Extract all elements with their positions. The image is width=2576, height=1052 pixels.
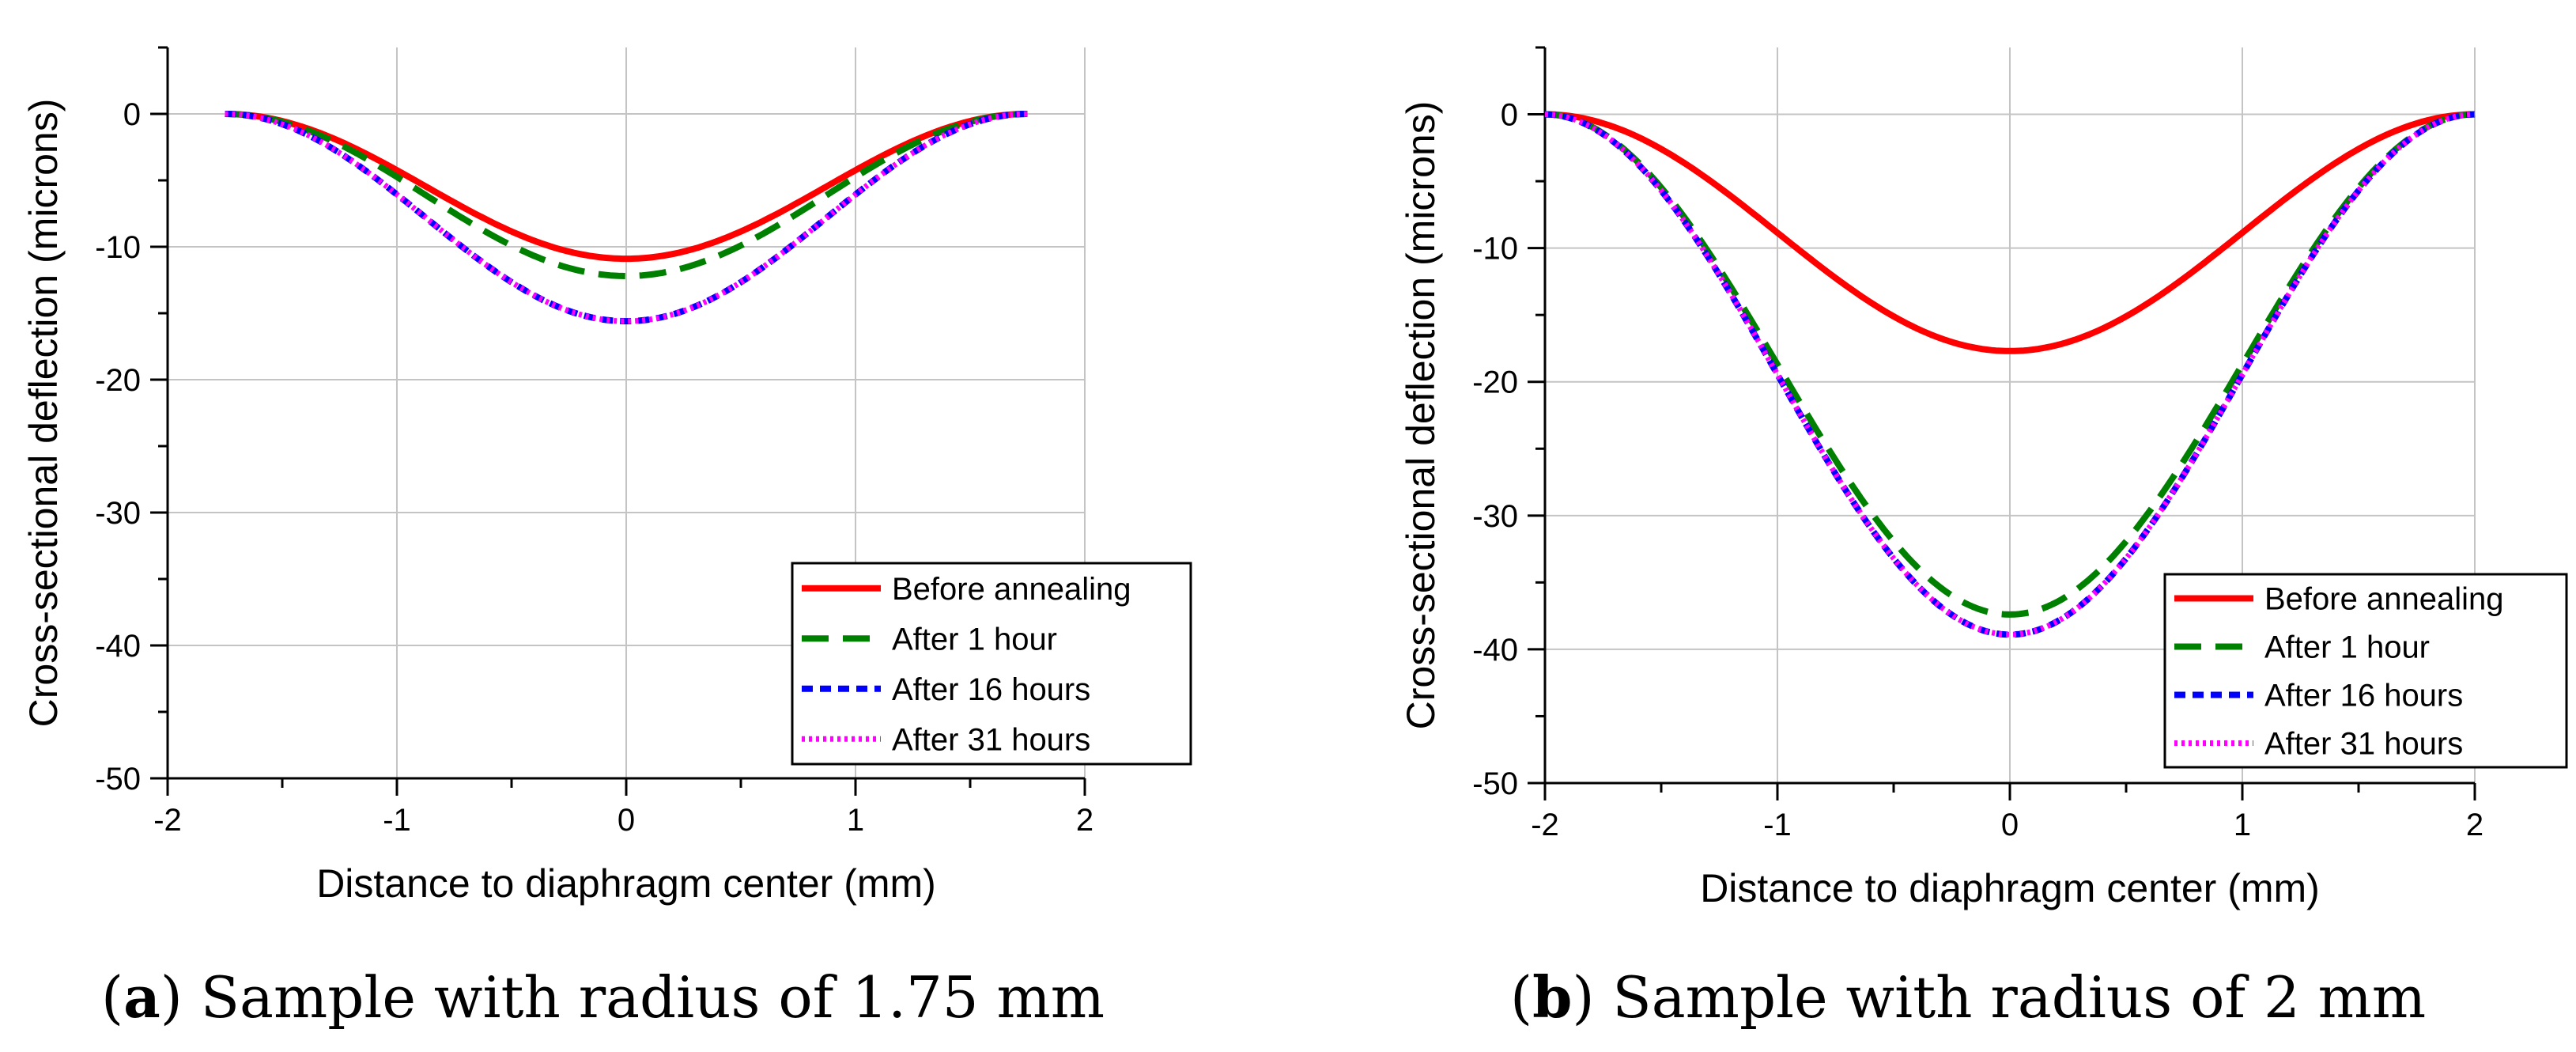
- caption-b-letter: b: [1532, 963, 1573, 1031]
- chart-b-legend-label-3: After 31 hours: [2264, 727, 2463, 762]
- chart-a-y-tick-label-1: -10: [95, 230, 141, 265]
- chart-a-x-tick-label-1: -1: [383, 803, 411, 838]
- chart-a-y-tick-label-2: -20: [95, 363, 141, 398]
- caption-b-text: Sample with radius of 2 mm: [1594, 964, 2427, 1031]
- chart-a-series-1-line: [225, 111, 1028, 279]
- chart-b-legend-label-0: Before annealing: [2264, 582, 2503, 617]
- chart-b-legend-label-2: After 16 hours: [2264, 679, 2463, 713]
- caption-a-letter: a: [123, 963, 161, 1031]
- chart-a-x-axis-label: Distance to diaphragm center (mm): [316, 861, 936, 906]
- chart-a-y-axis-label: Cross-sectional deflection (microns): [21, 99, 66, 728]
- chart-b-y-tick-label-4: -40: [1472, 633, 1518, 668]
- chart-b-legend-label-1: After 1 hour: [2264, 630, 2430, 665]
- chart-b-x-axis-label: Distance to diaphragm center (mm): [1700, 866, 2320, 910]
- chart-b-y-tick-label-0: 0: [1501, 98, 1518, 133]
- chart-a-x-tick-label-0: -2: [153, 803, 182, 838]
- chart-b-x-tick-label-1: -1: [1763, 808, 1792, 842]
- chart-a-series-3-line: [225, 111, 1028, 324]
- chart-a-legend-label-1: After 1 hour: [892, 622, 1057, 657]
- chart-b-y-tick-label-5: -50: [1472, 766, 1518, 801]
- caption-a-open: (: [101, 964, 124, 1031]
- chart-a-x-tick-label-3: 1: [847, 803, 864, 838]
- chart-b-x-tick-label-2: 0: [2001, 808, 2019, 842]
- caption-b-open: (: [1510, 964, 1533, 1031]
- chart-b-x-tick-label-0: -2: [1531, 808, 1559, 842]
- chart-b-y-axis-label: Cross-sectional deflection (microns): [1399, 101, 1443, 730]
- chart-a-y-tick-label-5: -50: [95, 762, 141, 797]
- chart-a-legend: [791, 562, 1192, 766]
- chart-a-x-tick-label-2: 0: [618, 803, 635, 838]
- chart-a-legend-label-3: After 31 hours: [892, 722, 1090, 757]
- chart-a-y-tick-label-4: -40: [95, 629, 141, 664]
- chart-b-y-tick-label-3: -30: [1472, 499, 1518, 534]
- chart-a-x-tick-label-4: 2: [1076, 803, 1093, 838]
- chart-b-y-tick-label-1: -10: [1472, 232, 1518, 267]
- caption-b-close: ): [1572, 964, 1595, 1031]
- chart-b-series-2-line: [1544, 111, 2476, 638]
- chart-a-legend-label-0: Before annealing: [892, 572, 1131, 607]
- chart-b-legend: [2163, 573, 2568, 769]
- caption-a-text: Sample with radius of 1.75 mm: [182, 964, 1105, 1031]
- chart-a-series-0-line: [225, 111, 1028, 263]
- chart-a-series-2-line: [225, 111, 1028, 325]
- chart-a-legend-label-2: After 16 hours: [892, 672, 1090, 707]
- chart-b-x-tick-label-3: 1: [2234, 808, 2251, 842]
- chart-b-series-0-line: [1544, 111, 2476, 354]
- chart-a-y-tick-label-3: -30: [95, 496, 141, 531]
- chart-b-x-tick-label-4: 2: [2466, 808, 2483, 842]
- caption-a-close: ): [160, 964, 183, 1031]
- caption-a: (a) Sample with radius of 1.75 mm: [101, 963, 1105, 1031]
- caption-b: (b) Sample with radius of 2 mm: [1510, 963, 2426, 1031]
- chart-a-y-tick-label-0: 0: [123, 97, 141, 132]
- chart-b-y-tick-label-2: -20: [1472, 365, 1518, 400]
